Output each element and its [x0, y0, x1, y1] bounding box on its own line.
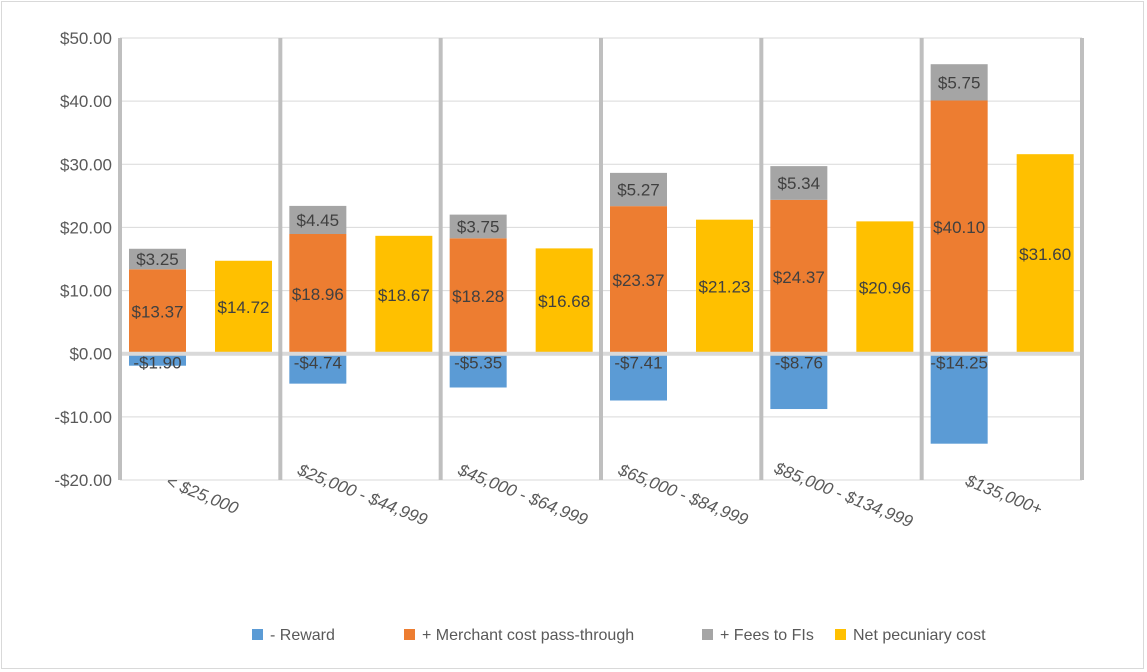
bar [610, 353, 667, 401]
data-label: -$5.35 [454, 354, 502, 373]
y-tick-label: $30.00 [60, 155, 112, 174]
data-label: $24.37 [773, 268, 825, 287]
bar [289, 205, 347, 234]
y-tick-label: -$10.00 [54, 408, 112, 427]
y-tick-label: $10.00 [60, 282, 112, 301]
bar [696, 219, 753, 354]
x-tick-label: $45,000 - $64,999 [454, 460, 591, 530]
bar [610, 206, 667, 354]
bar [856, 221, 914, 354]
bar [449, 214, 507, 239]
category-separators [118, 38, 1084, 480]
y-tick-label: $50.00 [60, 29, 112, 48]
bar [449, 238, 507, 354]
bar [129, 269, 186, 354]
bar [1016, 154, 1074, 354]
data-label: -$7.41 [614, 354, 662, 373]
legend-label: + Merchant cost pass-through [422, 627, 634, 644]
legend-label: - Reward [270, 627, 335, 644]
data-label: $16.68 [538, 292, 590, 311]
data-label: $5.34 [778, 174, 821, 193]
bar [610, 172, 667, 207]
legend-swatch [404, 629, 415, 640]
bar [770, 353, 828, 410]
data-label: $40.10 [933, 218, 985, 237]
bar [289, 233, 347, 354]
data-label: $4.45 [297, 211, 340, 230]
bars [129, 64, 1074, 444]
bar [535, 248, 593, 354]
legend-swatch [252, 629, 263, 640]
bar [129, 248, 186, 270]
x-tick-label: < $25,000 [163, 472, 241, 518]
y-axis: -$20.00 -$10.00 $0.00 $10.00 $20.00 $30.00 $40… [54, 29, 112, 490]
data-label: $14.72 [218, 298, 270, 317]
x-tick-label: $85,000 - $134,999 [771, 458, 916, 531]
bar [129, 353, 186, 366]
bar [930, 100, 988, 354]
data-label: $3.25 [136, 250, 179, 269]
data-label: $18.28 [452, 287, 504, 306]
data-label: -$4.74 [294, 354, 342, 373]
bar [770, 166, 828, 200]
data-label: $5.27 [617, 181, 660, 200]
data-label: $18.67 [378, 286, 430, 305]
data-label: $3.75 [457, 217, 500, 236]
bar [449, 353, 507, 388]
data-labels: -$1.90 $13.37 $3.25 $14.72 -$4.74 $18.96 $4.45… [132, 73, 1072, 372]
data-label: $18.96 [292, 285, 344, 304]
y-tick-label: $40.00 [60, 92, 112, 111]
x-axis: < $25,000 $25,000 - $44,999 $45,000 - $64,… [163, 458, 1045, 531]
x-tick-label: $135,000+ [962, 471, 1045, 519]
y-tick-label: -$20.00 [54, 471, 112, 490]
x-tick-label: $65,000 - $84,999 [615, 460, 752, 530]
bar [215, 260, 272, 354]
data-label: $23.37 [613, 271, 665, 290]
data-label: $13.37 [132, 303, 184, 322]
bar [930, 353, 988, 444]
bar [289, 353, 347, 384]
legend: - Reward + Merchant cost pass-through + Fe… [252, 627, 986, 644]
bar [930, 64, 988, 101]
legend-label: + Fees to FIs [720, 627, 814, 644]
data-label: -$8.76 [775, 354, 823, 373]
legend-swatch [835, 629, 846, 640]
data-label: $5.75 [938, 73, 981, 92]
bar [375, 235, 433, 354]
x-tick-label: $25,000 - $44,999 [294, 460, 431, 530]
legend-label: Net pecuniary cost [853, 627, 986, 644]
y-tick-label: $0.00 [69, 345, 112, 364]
data-label: -$14.25 [930, 354, 988, 373]
data-label: -$1.90 [133, 354, 181, 373]
y-tick-label: $20.00 [60, 218, 112, 237]
legend-swatch [702, 629, 713, 640]
data-label: $20.96 [859, 279, 911, 298]
data-label: $31.60 [1019, 245, 1071, 264]
bar [770, 199, 828, 354]
data-label: $21.23 [699, 278, 751, 297]
